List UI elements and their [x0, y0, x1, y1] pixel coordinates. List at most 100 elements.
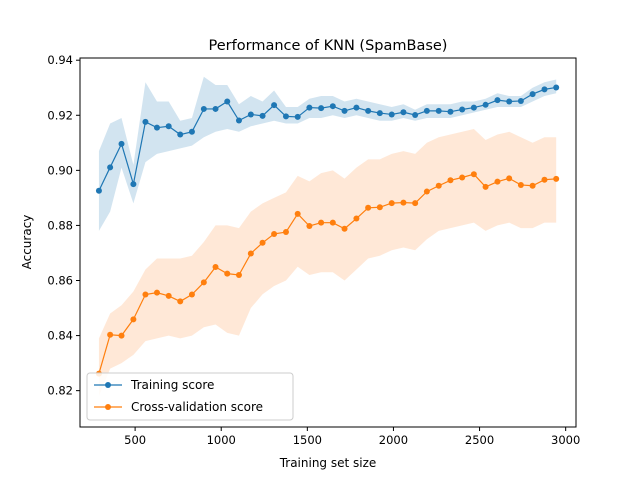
data-point-1-39: [553, 175, 560, 182]
confidence-bands: [98, 76, 557, 397]
data-point-0-13: [247, 111, 254, 118]
y-tick-label: 0.92: [47, 108, 73, 122]
x-tick-label: 2000: [379, 433, 408, 447]
data-point-1-36: [517, 181, 524, 188]
data-point-0-12: [235, 117, 242, 124]
data-point-0-31: [459, 106, 466, 113]
data-point-1-30: [447, 177, 454, 184]
data-point-0-38: [541, 86, 548, 93]
data-point-1-6: [165, 292, 172, 299]
data-point-1-4: [142, 291, 149, 298]
data-point-0-39: [553, 84, 560, 91]
data-point-1-37: [529, 182, 536, 189]
data-point-0-7: [177, 131, 184, 138]
y-tick-label: 0.94: [47, 53, 73, 67]
data-point-1-35: [506, 175, 513, 182]
data-point-1-17: [294, 210, 301, 217]
x-axis-label: Training set size: [279, 456, 377, 470]
data-point-0-23: [365, 107, 372, 114]
data-point-0-11: [224, 98, 231, 105]
legend-label-cv: Cross-validation score: [131, 400, 263, 414]
data-point-1-15: [271, 230, 278, 237]
legend: Training score Cross-validation score: [86, 372, 294, 421]
data-point-0-17: [294, 113, 301, 120]
data-point-1-13: [247, 250, 254, 257]
data-point-1-10: [212, 264, 219, 271]
data-point-0-4: [142, 118, 149, 125]
data-point-1-3: [130, 316, 137, 323]
data-point-0-22: [353, 104, 360, 111]
data-point-1-14: [259, 239, 266, 246]
data-point-1-23: [365, 204, 372, 211]
data-point-1-25: [388, 200, 395, 207]
data-point-0-2: [118, 140, 125, 147]
y-tick-label: 0.82: [47, 384, 73, 398]
data-point-1-9: [200, 279, 207, 286]
chart-title: Performance of KNN (SpamBase): [209, 38, 448, 54]
legend-label-training: Training score: [130, 378, 214, 392]
data-point-0-3: [130, 181, 137, 188]
data-point-1-34: [494, 178, 501, 185]
data-point-1-21: [341, 225, 348, 232]
data-point-0-24: [376, 110, 383, 117]
data-point-1-22: [353, 215, 360, 222]
x-tick-label: 1500: [293, 433, 322, 447]
data-point-1-5: [153, 289, 160, 296]
data-point-0-21: [341, 107, 348, 114]
data-point-1-18: [306, 222, 313, 229]
x-tick-label: 2500: [465, 433, 494, 447]
data-point-0-36: [517, 97, 524, 104]
y-tick-label: 0.86: [47, 274, 73, 288]
data-point-0-15: [271, 102, 278, 109]
data-point-1-16: [282, 229, 289, 236]
y-tick-label: 0.84: [47, 329, 73, 343]
x-axis: 500 1000 1500 2000 2500 3000: [124, 427, 580, 447]
x-tick-label: 1000: [207, 433, 236, 447]
data-point-0-25: [388, 111, 395, 118]
series-line-1: [98, 173, 557, 374]
confidence-band-1: [98, 129, 557, 397]
data-point-0-30: [447, 108, 454, 115]
series-lines: [98, 86, 557, 374]
data-point-0-16: [282, 113, 289, 120]
data-point-0-5: [153, 124, 160, 131]
data-point-1-7: [177, 298, 184, 305]
data-point-0-29: [435, 107, 442, 114]
data-point-1-24: [376, 204, 383, 211]
data-point-1-29: [435, 182, 442, 189]
plot-area: [95, 76, 560, 397]
data-point-0-19: [318, 105, 325, 112]
data-point-1-19: [318, 219, 325, 226]
data-point-0-20: [329, 103, 336, 110]
data-point-0-26: [400, 109, 407, 116]
data-point-1-38: [541, 176, 548, 183]
y-axis-label: Accuracy: [20, 215, 34, 270]
data-point-1-20: [329, 219, 336, 226]
data-point-0-27: [412, 112, 419, 118]
data-point-0-33: [482, 101, 489, 108]
data-point-0-32: [470, 104, 477, 111]
data-point-0-1: [107, 164, 114, 171]
series-line-0: [98, 86, 557, 191]
data-point-0-37: [529, 91, 536, 98]
y-tick-label: 0.88: [47, 218, 73, 232]
data-point-1-28: [423, 188, 430, 195]
data-point-0-8: [188, 128, 195, 135]
data-point-1-11: [224, 270, 231, 277]
data-point-0-35: [506, 98, 513, 105]
data-point-1-2: [118, 332, 125, 339]
data-point-0-14: [259, 112, 266, 119]
plot-frame: [79, 57, 577, 428]
data-point-1-32: [470, 171, 477, 178]
data-point-0-28: [423, 107, 430, 114]
x-tick-label: 3000: [551, 433, 580, 447]
data-point-0-10: [212, 105, 219, 112]
data-point-1-12: [235, 271, 242, 278]
x-tick-label: 500: [124, 433, 146, 447]
confidence-band-0: [98, 76, 557, 231]
data-point-1-31: [459, 174, 466, 181]
data-point-0-34: [494, 97, 501, 104]
legend-marker-cv-point: [105, 404, 111, 410]
data-point-0-18: [306, 104, 313, 111]
